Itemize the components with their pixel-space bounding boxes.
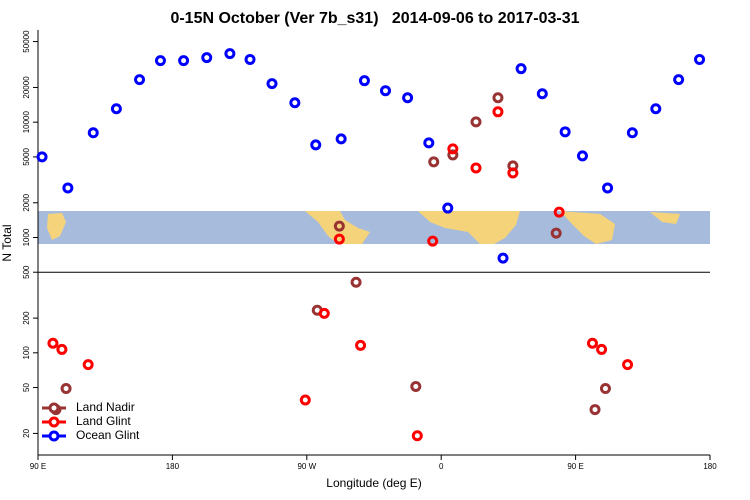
point [56,343,68,355]
point [410,381,422,393]
point [622,359,634,371]
point [82,359,94,371]
point [470,116,482,128]
point [447,149,459,161]
point [333,233,345,245]
chart-title: 0-15N October (Ver 7b_s31) 2014-09-06 to… [170,10,579,27]
point [60,383,72,395]
x-tick-label: 0 [439,462,444,471]
x-tick-label: 90 E [30,462,46,471]
y-tick-label: 1000 [22,228,31,246]
point [673,74,685,86]
point [589,404,601,416]
y-tick-label: 50 [22,383,31,392]
point [427,235,439,247]
legend-label: Land Glint [76,414,131,428]
point [559,126,571,138]
point [224,48,236,60]
point [318,307,330,319]
y-tick-label: 200 [22,311,31,325]
point [507,167,519,179]
point [62,182,74,194]
point [442,202,454,214]
point [596,343,608,355]
point [178,55,190,67]
point [599,383,611,395]
y-tick-label: 20 [22,428,31,437]
point [447,143,459,155]
point [358,75,370,87]
point [310,139,322,151]
point [87,127,99,139]
point [47,337,59,349]
x-tick-label: 90 W [297,462,316,471]
point [423,137,435,149]
y-tick-label: 5000 [22,147,31,165]
y-tick-label: 500 [22,265,31,279]
point [428,156,440,168]
legend-label: Land Nadir [76,400,135,414]
point [576,150,588,162]
point [154,55,166,67]
point [289,97,301,109]
point [602,182,614,194]
point [492,106,504,118]
legend-marker [48,430,60,442]
point [515,63,527,75]
point [333,220,345,232]
x-tick-label: 180 [703,462,717,471]
y-tick-label: 2000 [22,193,31,211]
y-tick-label: 20000 [22,76,31,99]
y-tick-label: 10000 [22,111,31,134]
y-tick-label: 100 [22,346,31,360]
point [36,151,48,163]
point [694,53,706,65]
legend-label: Ocean Glint [76,428,140,442]
point [550,227,562,239]
y-tick-label: 50000 [22,30,31,53]
point [110,103,122,115]
x-axis-label: Longitude (deg E) [326,476,421,490]
point [355,339,367,351]
point [379,85,391,97]
point [299,394,311,406]
point [650,103,662,115]
point [553,206,565,218]
point [134,74,146,86]
point [201,52,213,64]
point [470,162,482,174]
point [244,53,256,65]
x-tick-label: 90 E [567,462,583,471]
point [536,88,548,100]
y-axis-label: N Total [0,224,14,261]
point [411,430,423,442]
point [350,276,362,288]
legend-marker [48,416,60,428]
point [626,127,638,139]
point [266,78,278,90]
point [497,252,509,264]
map-band [38,211,710,244]
point [402,92,414,104]
legend-marker [48,402,60,414]
point [492,92,504,104]
point [335,133,347,145]
x-tick-label: 180 [166,462,180,471]
point [586,337,598,349]
